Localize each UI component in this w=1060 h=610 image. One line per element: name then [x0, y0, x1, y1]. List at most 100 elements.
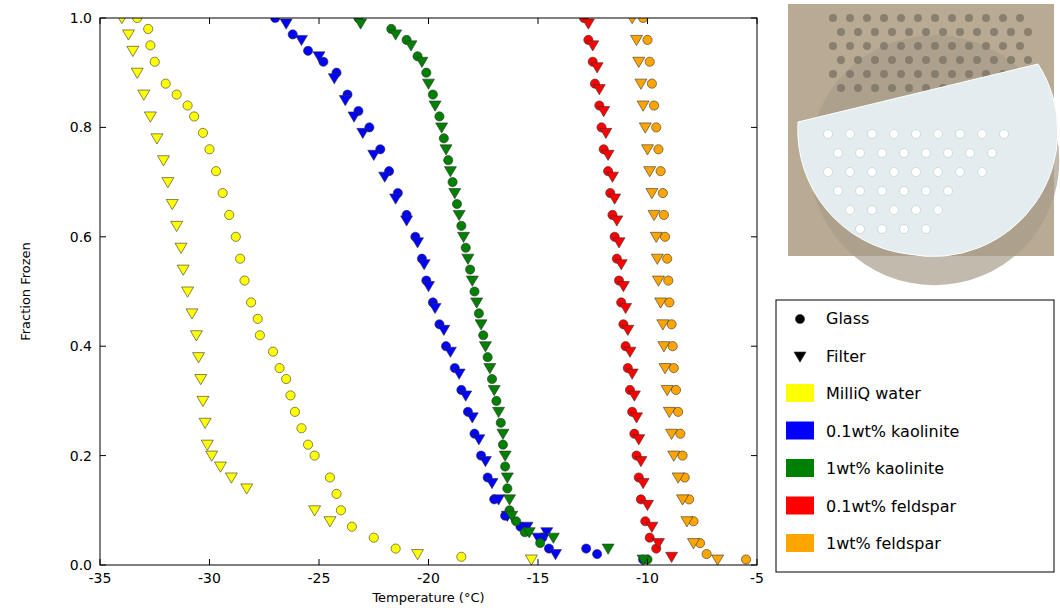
- data-point: [466, 413, 478, 423]
- photo-droplet: [834, 187, 843, 196]
- tick: [100, 127, 106, 128]
- photo-droplet: [922, 56, 930, 64]
- tick-label: -20: [417, 570, 440, 586]
- photo-droplet: [999, 42, 1007, 50]
- data-point: [606, 172, 618, 182]
- photo-droplet: [846, 206, 855, 215]
- photo-droplet: [922, 28, 930, 36]
- data-point: [127, 46, 139, 56]
- photo-droplet: [944, 187, 953, 196]
- photo-droplet: [829, 42, 837, 50]
- data-point: [663, 254, 672, 263]
- photo-droplet: [956, 28, 964, 36]
- legend-symbol: [794, 352, 806, 362]
- tick-label: -15: [527, 570, 550, 586]
- data-point: [613, 238, 625, 248]
- photo-droplet: [846, 70, 854, 78]
- data-point: [652, 123, 661, 132]
- data-point: [479, 342, 491, 352]
- data-point: [525, 555, 537, 565]
- data-point: [647, 79, 656, 88]
- photo-droplet: [878, 149, 887, 158]
- data-point: [161, 79, 170, 88]
- data-point: [617, 282, 629, 292]
- data-point: [225, 210, 234, 219]
- photo-droplet: [1000, 130, 1009, 139]
- data-point: [663, 407, 675, 417]
- data-point: [493, 495, 505, 505]
- data-point: [205, 145, 214, 154]
- data-point: [466, 276, 478, 286]
- data-point: [144, 24, 153, 33]
- data-point: [369, 533, 378, 542]
- photo-droplet: [912, 168, 921, 177]
- photo-droplet: [990, 56, 998, 64]
- data-point: [150, 57, 159, 66]
- data-point: [639, 123, 651, 133]
- data-point: [290, 407, 299, 416]
- data-point: [197, 396, 209, 406]
- data-point: [303, 46, 312, 55]
- data-point: [600, 128, 612, 138]
- data-point: [175, 243, 187, 253]
- data-point: [462, 254, 474, 264]
- tick: [100, 236, 106, 237]
- tick-label: 0.8: [70, 119, 92, 135]
- tick: [751, 236, 757, 237]
- photo-droplet: [956, 56, 964, 64]
- data-point: [435, 112, 444, 121]
- tick-label: -30: [198, 570, 221, 586]
- photo-droplet: [914, 42, 922, 50]
- data-point: [504, 495, 516, 505]
- data-point: [241, 484, 253, 494]
- photo-droplet: [868, 168, 877, 177]
- data-point: [183, 101, 192, 110]
- photo-droplet: [956, 168, 965, 177]
- data-point: [144, 112, 156, 122]
- photo-droplet: [990, 28, 998, 36]
- data-point: [336, 506, 345, 515]
- photo-droplet: [1024, 56, 1032, 64]
- series: [582, 19, 677, 563]
- legend-swatch: [786, 534, 814, 552]
- data-point: [651, 254, 663, 264]
- data-point: [255, 331, 264, 340]
- data-point: [171, 221, 183, 231]
- data-point: [461, 243, 470, 252]
- data-point: [240, 276, 249, 285]
- data-point: [182, 287, 194, 297]
- data-point: [379, 172, 391, 182]
- series: [626, 18, 723, 565]
- photo-droplet: [1016, 14, 1024, 22]
- data-point: [423, 282, 435, 292]
- photo-droplet: [856, 225, 865, 234]
- data-point: [199, 418, 211, 428]
- photo-droplet: [956, 130, 965, 139]
- data-point: [280, 19, 292, 29]
- legend-label: MilliQ water: [826, 384, 921, 403]
- y-axis-title: Fraction Frozen: [18, 242, 33, 341]
- data-point: [492, 396, 501, 405]
- data-point: [475, 320, 487, 330]
- tick: [751, 455, 757, 456]
- tick: [647, 18, 648, 24]
- legend-swatch: [786, 422, 814, 440]
- data-point: [498, 440, 507, 449]
- photo-droplet: [880, 42, 888, 50]
- data-point: [609, 194, 621, 204]
- tick: [100, 346, 106, 347]
- series: [579, 18, 660, 553]
- photo-droplet: [854, 28, 862, 36]
- tick-label: 1.0: [70, 10, 92, 26]
- data-point: [339, 96, 351, 106]
- data-point: [286, 391, 295, 400]
- data-point: [390, 30, 402, 40]
- data-point: [657, 320, 669, 330]
- data-point: [593, 85, 605, 95]
- photo-droplet: [834, 149, 843, 158]
- tick: [757, 18, 758, 24]
- data-point: [633, 435, 645, 445]
- data-point: [357, 128, 369, 138]
- points: [116, 18, 751, 565]
- photo-droplet: [1007, 56, 1015, 64]
